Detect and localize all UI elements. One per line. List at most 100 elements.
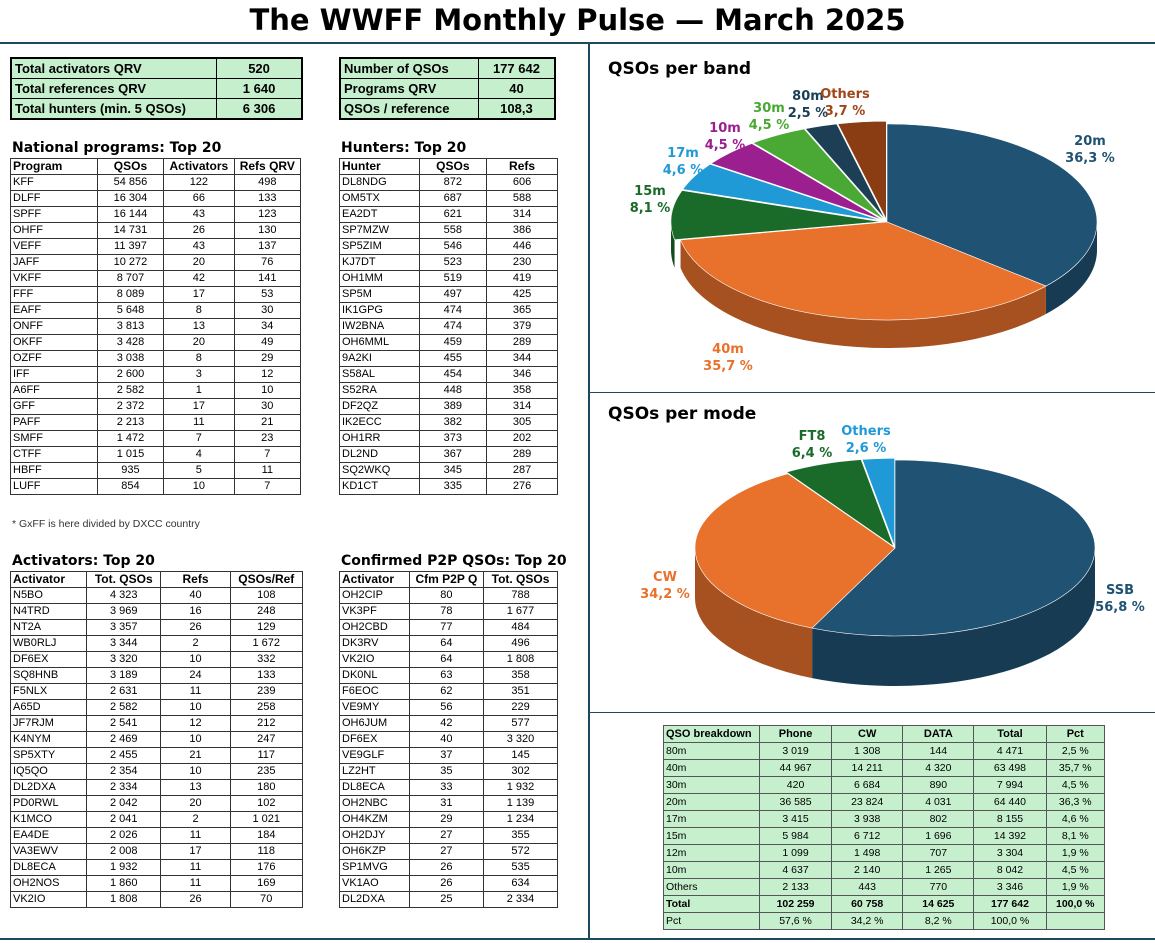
table-cell: 37 bbox=[408, 747, 485, 764]
table-cell: DL8ECA bbox=[9, 859, 88, 876]
table-row: JAFF 10 272 20 76 bbox=[10, 254, 302, 271]
table-cell: VK1AO bbox=[339, 875, 410, 892]
table-cell: 498 bbox=[233, 174, 302, 191]
table-cell: 3 357 bbox=[86, 619, 162, 636]
table-cell: SP5M bbox=[339, 286, 420, 303]
breakdown-cell: 3 304 bbox=[973, 844, 1047, 862]
breakdown-cell: 144 bbox=[902, 742, 975, 760]
breakdown-row: 20m 36 585 23 824 4 031 64 440 36,3 % bbox=[662, 793, 1106, 811]
table-cell: 62 bbox=[408, 683, 485, 700]
table-row: SP5ZIM 546 446 bbox=[339, 238, 558, 255]
table-cell: 33 bbox=[408, 779, 485, 796]
table-cell: 31 bbox=[408, 795, 485, 812]
table-cell: VE9GLF bbox=[339, 747, 410, 764]
table-cell: 16 bbox=[160, 603, 231, 620]
table-cell: 1 015 bbox=[96, 446, 165, 463]
table-cell: 459 bbox=[418, 334, 488, 351]
table-cell: OH6JUM bbox=[339, 715, 410, 732]
table-row: S58AL 454 346 bbox=[339, 366, 558, 383]
table-cell: 788 bbox=[483, 587, 558, 604]
table-cell: 2 334 bbox=[86, 779, 162, 796]
p2p-title: Confirmed P2P QSOs: Top 20 bbox=[341, 553, 567, 569]
table-cell: 9A2KI bbox=[339, 350, 420, 367]
breakdown-cell: 12m bbox=[662, 844, 761, 862]
table-cell: 872 bbox=[418, 174, 488, 191]
table-row: IQ5QO 2 354 10 235 bbox=[9, 763, 304, 780]
table-cell: 56 bbox=[408, 699, 485, 716]
pie-slice-Others bbox=[861, 457, 895, 547]
table-cell: 446 bbox=[486, 238, 558, 255]
table-cell: 425 bbox=[486, 286, 558, 303]
table-cell: 25 bbox=[408, 891, 485, 908]
table-row: VK2IO 64 1 808 bbox=[339, 651, 558, 668]
table-cell: 2 008 bbox=[86, 843, 162, 860]
table-cell: 4 323 bbox=[86, 587, 162, 604]
table-cell: 2 600 bbox=[96, 366, 165, 383]
table-cell: OH2CIP bbox=[339, 587, 410, 604]
table-row: SP7MZW 558 386 bbox=[339, 222, 558, 239]
table-cell: 133 bbox=[229, 667, 304, 684]
table-cell: 26 bbox=[163, 222, 235, 239]
table-cell: 11 bbox=[160, 875, 231, 892]
pie-tops bbox=[670, 120, 1098, 321]
table-row: OHFF 14 731 26 130 bbox=[10, 222, 302, 239]
breakdown-cell: DATA bbox=[902, 725, 975, 743]
table-cell: 7 bbox=[233, 446, 302, 463]
column-header: QSOs bbox=[418, 158, 488, 175]
pie-label-category: 30m bbox=[753, 101, 785, 116]
breakdown-cell: 4 471 bbox=[973, 742, 1047, 760]
table-cell: DF2QZ bbox=[339, 398, 420, 415]
table-cell: 247 bbox=[229, 731, 304, 748]
table-row: IK1GPG 474 365 bbox=[339, 302, 558, 319]
mode-pie-chart: SSB 56,8 % CW 34,2 % FT8 6,4 % Others 2,6 % bbox=[640, 424, 1145, 686]
breakdown-cell: 1 099 bbox=[759, 844, 833, 862]
table-cell: 12 bbox=[233, 366, 302, 383]
pie-slice-side-20m bbox=[1045, 222, 1097, 315]
summary-label: Programs QRV bbox=[339, 78, 479, 99]
table-cell: DL2DXA bbox=[9, 779, 88, 796]
table-row: VKFF 8 707 42 141 bbox=[10, 270, 302, 287]
table-row: IW2BNA 474 379 bbox=[339, 318, 558, 335]
table-cell: 345 bbox=[418, 462, 488, 479]
breakdown-cell: 36,3 % bbox=[1045, 793, 1106, 811]
table-cell: 2 582 bbox=[96, 382, 165, 399]
table-cell: 1 234 bbox=[483, 811, 558, 828]
table-row: DF6EX 3 320 10 332 bbox=[9, 651, 304, 668]
pie-label-value: 34,2 % bbox=[640, 587, 690, 602]
table-cell: 687 bbox=[418, 190, 488, 207]
pie-slice-17m bbox=[682, 163, 882, 222]
table-cell: 80 bbox=[408, 587, 485, 604]
table-cell: NT2A bbox=[9, 619, 88, 636]
pie-label-category: FT8 bbox=[799, 429, 826, 444]
table-cell: 42 bbox=[163, 270, 235, 287]
table-cell: SMFF bbox=[10, 430, 98, 447]
summary-value: 520 bbox=[216, 57, 303, 79]
pie-slice-30m bbox=[752, 128, 885, 220]
table-cell: EAFF bbox=[10, 302, 98, 319]
table-cell: 40 bbox=[160, 587, 231, 604]
table-row: OH2NBC 31 1 139 bbox=[339, 795, 558, 812]
breakdown-row: 30m 420 6 684 890 7 994 4,5 % bbox=[662, 776, 1106, 794]
column-header: Refs bbox=[160, 571, 231, 588]
pie-slice-side-CW bbox=[695, 548, 813, 679]
table-cell: 145 bbox=[483, 747, 558, 764]
table-cell: CTFF bbox=[10, 446, 98, 463]
table-cell: S52RA bbox=[339, 382, 420, 399]
table-row: F6EOC 62 351 bbox=[339, 683, 558, 700]
breakdown-row: 12m 1 099 1 498 707 3 304 1,9 % bbox=[662, 844, 1106, 862]
breakdown-cell: 1 696 bbox=[902, 827, 975, 845]
summary-value: 108,3 bbox=[477, 98, 556, 120]
table-cell: 49 bbox=[233, 334, 302, 351]
breakdown-cell: 34,2 % bbox=[831, 912, 904, 930]
column-header: Activators bbox=[163, 158, 235, 175]
table-row: SMFF 1 472 7 23 bbox=[10, 430, 302, 447]
table-cell: 1 021 bbox=[229, 811, 304, 828]
table-cell: N4TRD bbox=[9, 603, 88, 620]
table-row: OH1RR 373 202 bbox=[339, 430, 558, 447]
table-cell: 27 bbox=[408, 827, 485, 844]
table-cell: 2 469 bbox=[86, 731, 162, 748]
breakdown-cell: 2,5 % bbox=[1045, 742, 1106, 760]
table-row: VEFF 11 397 43 137 bbox=[10, 238, 302, 255]
pie-label-category: 10m bbox=[709, 121, 741, 136]
pie-slice-20m bbox=[886, 123, 1098, 287]
